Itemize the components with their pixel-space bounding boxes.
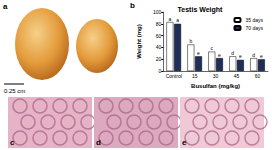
svg-text:c: c (211, 45, 214, 51)
svg-text:Control: Control (166, 73, 182, 79)
svg-text:15: 15 (192, 73, 198, 79)
html-text:d: d (96, 138, 101, 147)
svg-text:a: a (176, 17, 179, 23)
svg-text:d: d (231, 50, 234, 56)
svg-text:60: 60 (156, 33, 162, 39)
svg-text:30: 30 (213, 73, 219, 79)
svg-text:Weight (mg): Weight (mg) (136, 24, 142, 59)
svg-text:60: 60 (255, 73, 261, 79)
html-text:e: e (182, 138, 187, 147)
svg-text:0.25 cm: 0.25 cm (4, 88, 25, 94)
svg-text:Testis Weight: Testis Weight (178, 6, 224, 14)
svg-text:35 days: 35 days (245, 17, 263, 23)
svg-text:d: d (252, 52, 255, 58)
svg-text:a: a (168, 16, 171, 22)
svg-text:b: b (189, 38, 192, 44)
svg-text:0: 0 (158, 68, 161, 74)
svg-text:70 days: 70 days (245, 25, 263, 31)
svg-text:100: 100 (153, 9, 162, 15)
svg-text:80: 80 (156, 21, 162, 27)
svg-text:Busulfan (mg/kg): Busulfan (mg/kg) (191, 83, 240, 89)
html-text:c: c (10, 138, 15, 147)
svg-text:e: e (239, 53, 242, 59)
svg-text:e: e (260, 53, 263, 59)
svg-text:40: 40 (156, 44, 162, 50)
html-text:b: b (130, 1, 135, 10)
svg-text:45: 45 (234, 73, 240, 79)
svg-text:e: e (197, 50, 200, 56)
svg-text:e: e (218, 52, 221, 58)
svg-text:20: 20 (156, 56, 162, 62)
html-text:a: a (3, 2, 8, 11)
